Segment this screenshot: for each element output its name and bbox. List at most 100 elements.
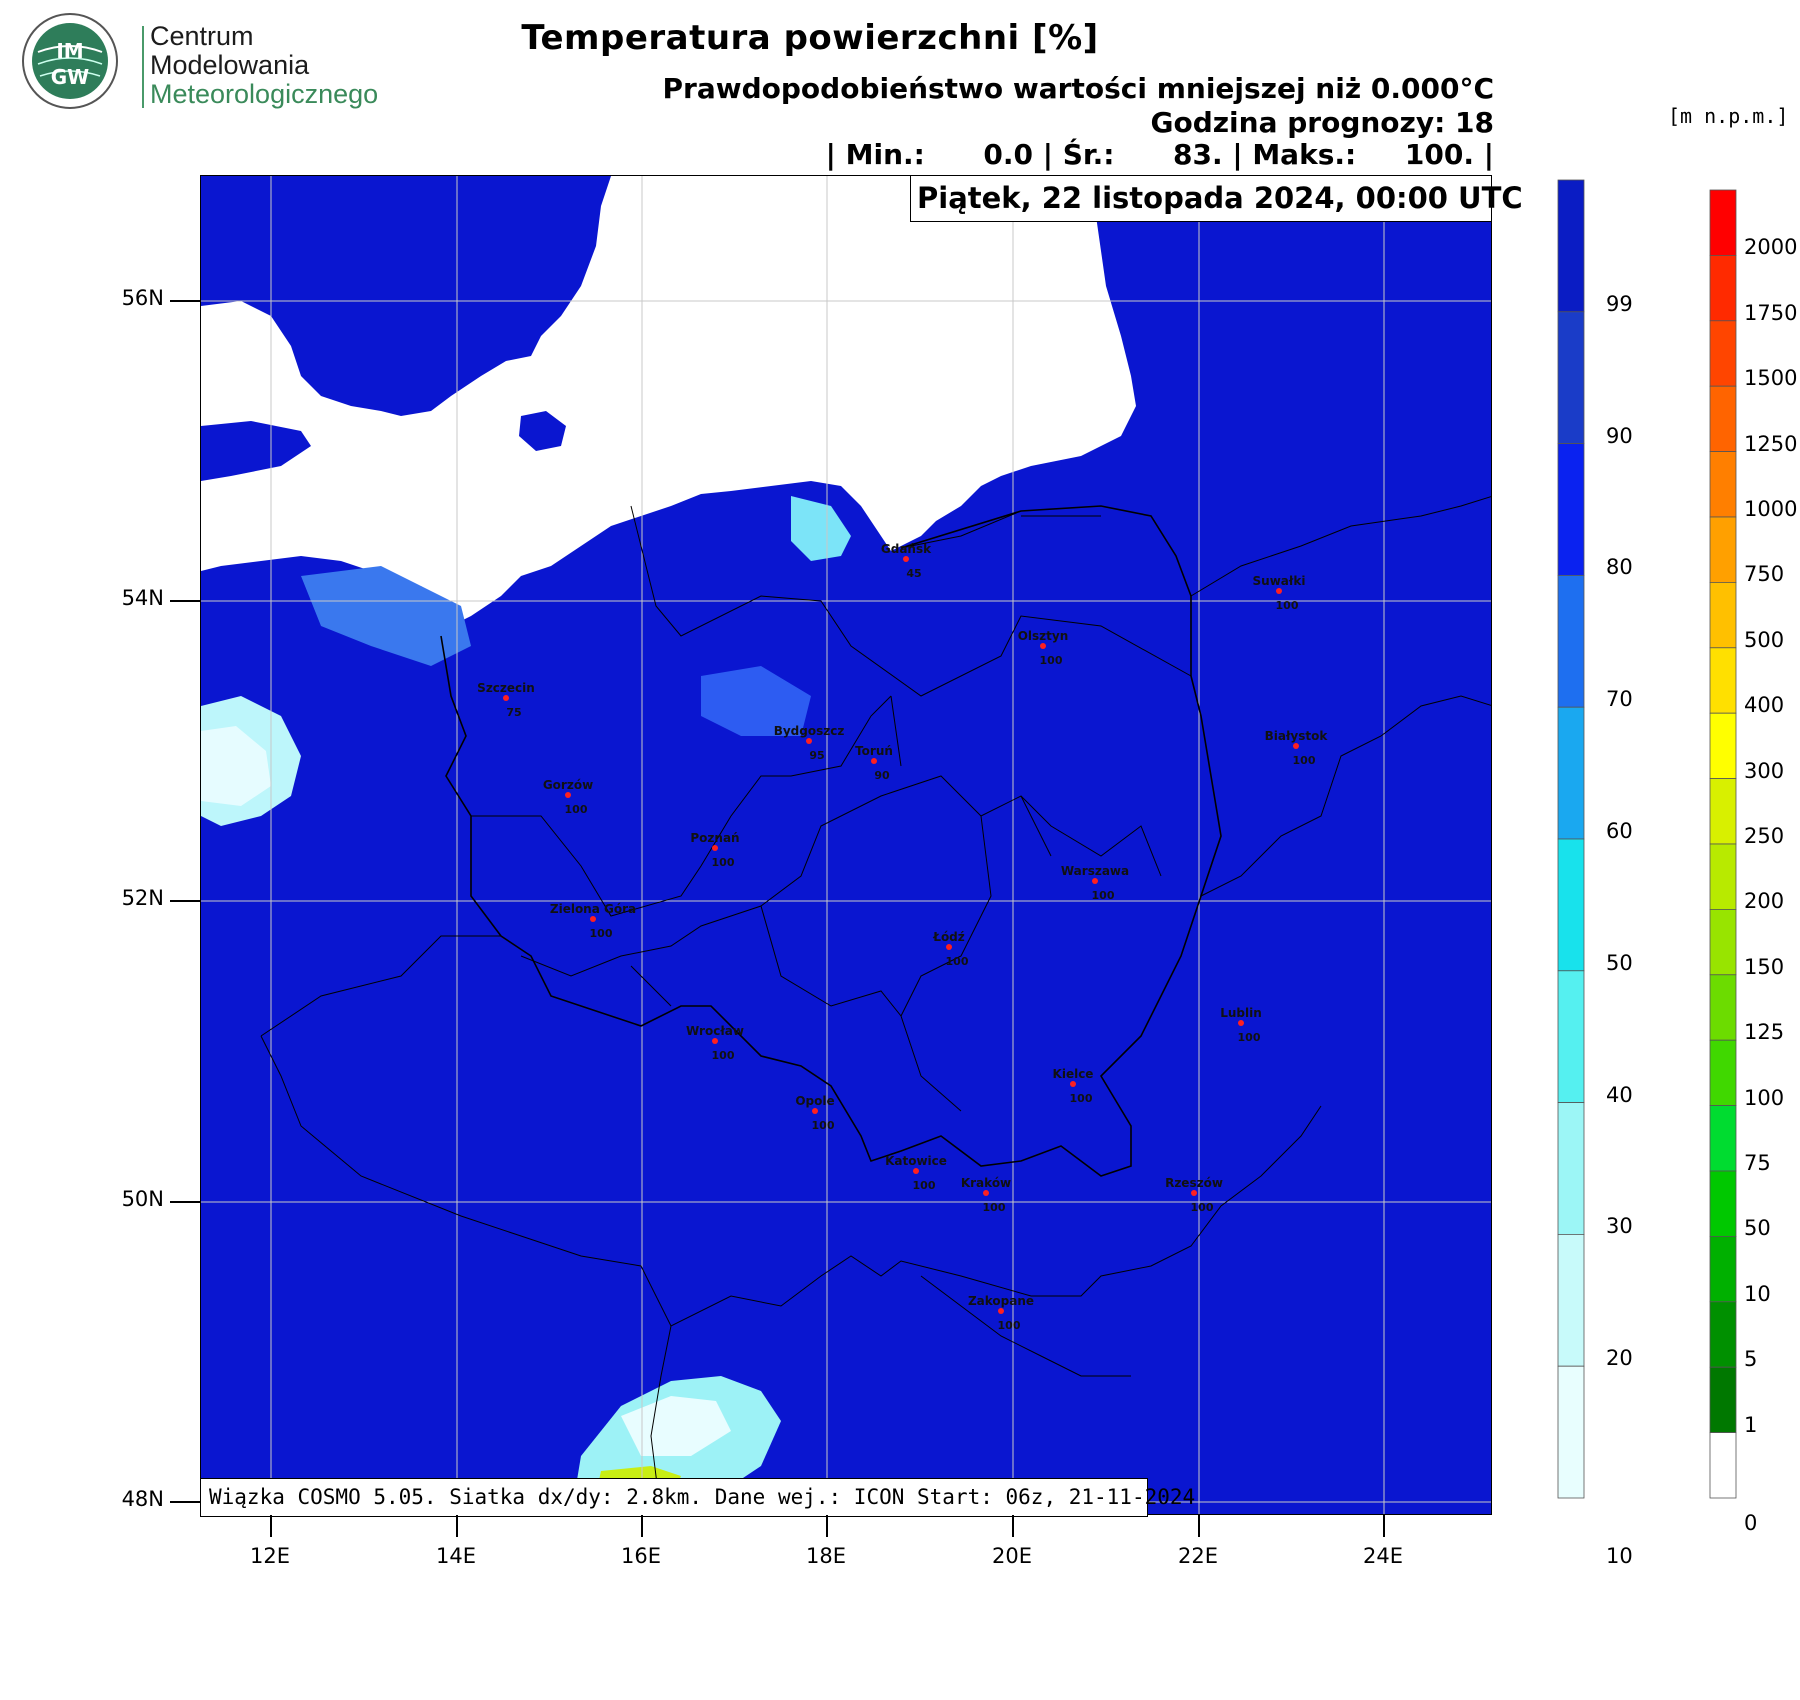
city-name: Poznań (690, 831, 739, 845)
elevation-colorbar-label: 75 (1744, 1151, 1771, 1175)
city-value: 100 (913, 1179, 936, 1192)
elevation-colorbar-label: 400 (1744, 693, 1785, 718)
city-name: Zakopane (968, 1294, 1034, 1308)
elevation-colorbar-label: 125 (1744, 1020, 1785, 1045)
latitude-label: 52N (121, 886, 164, 910)
elevation-colorbar-label: 100 (1744, 1085, 1785, 1110)
city-marker (1040, 643, 1046, 649)
city-value: 100 (1191, 1201, 1214, 1214)
city-value: 100 (812, 1119, 835, 1132)
probability-colorbar-label: 40 (1606, 1082, 1633, 1107)
city-name: Olsztyn (1018, 629, 1069, 643)
elevation-colorbar-swatch (1709, 1366, 1737, 1433)
low-prob-south-core (621, 1396, 731, 1456)
city-marker (806, 738, 812, 744)
city-name: Kraków (961, 1176, 1011, 1190)
logo-line1: Centrum (150, 21, 254, 51)
city-name: Szczecin (477, 681, 535, 695)
longitude-tick (1383, 1515, 1385, 1537)
city-marker (1293, 743, 1299, 749)
city-value: 100 (565, 803, 588, 816)
foreign-borders (260, 496, 1491, 1514)
city-name: Katowice (885, 1154, 947, 1168)
city-name: Gdańsk (881, 542, 932, 556)
city-marker (712, 1038, 718, 1044)
probability-colorbar-swatch (1557, 706, 1585, 840)
probability-colorbar-swatch (1557, 970, 1585, 1103)
longitude-tick (826, 1515, 828, 1537)
city-value: 90 (874, 769, 890, 782)
city-value: 100 (1293, 754, 1316, 767)
elevation-colorbar-swatch (1709, 1301, 1737, 1368)
low-prob-west-core (201, 726, 271, 806)
city-name: Łódź (932, 930, 965, 944)
internal-borders (471, 505, 1192, 1112)
elevation-colorbar-swatch (1709, 909, 1737, 976)
probability-colorbar-label: 20 (1606, 1346, 1633, 1371)
probability-colorbar-swatch (1557, 575, 1585, 708)
danish-island (201, 421, 311, 481)
city-marker (946, 944, 952, 950)
map-canvas: Gdańsk 45 Suwałki 100 Olsztyn 100 Szczecin 75 By… (201, 176, 1491, 1514)
city-value: 100 (1040, 654, 1063, 667)
elevation-colorbar-label: 1000 (1744, 497, 1798, 521)
probability-colorbar-swatch (1557, 1234, 1585, 1367)
elevation-colorbar-swatch (1709, 516, 1737, 583)
city-name: Białystok (1265, 729, 1329, 743)
forecast-hour: Godzina prognozy: 18 (1150, 106, 1495, 139)
longitude-label: 18E (806, 1544, 846, 1568)
elevation-colorbar-swatch (1709, 189, 1737, 256)
latitude-tick (170, 300, 200, 302)
longitude-label: 20E (992, 1544, 1032, 1568)
city-name: Warszawa (1061, 864, 1129, 878)
latitude-label: 50N (121, 1187, 164, 1211)
forecast-date: Piątek, 22 listopada 2024, 00:00 UTC (910, 175, 1523, 222)
logo-badge-line2: GW (51, 65, 89, 89)
elevation-colorbar-swatch (1709, 254, 1737, 322)
imgw-emblem-icon: IM GW (22, 13, 118, 109)
city-name: Suwałki (1253, 574, 1306, 588)
city-value: 100 (998, 1319, 1021, 1332)
longitude-label: 12E (250, 1544, 290, 1568)
latitude-tick (170, 1501, 200, 1503)
probability-colorbar-swatch (1557, 443, 1585, 576)
city-marker (712, 845, 718, 851)
logo-divider (142, 26, 144, 108)
stats-line: | Min.: 0.0 | Śr.: 83. | Maks.: 100. | (825, 138, 1494, 171)
city-value: 100 (1238, 1031, 1261, 1044)
city-marker (913, 1168, 919, 1174)
city-value: 100 (712, 856, 735, 869)
city-value: 100 (1276, 599, 1299, 612)
elevation-colorbar-label: 1 (1744, 1412, 1758, 1437)
elevation-colorbar-swatch (1709, 582, 1737, 649)
elevation-colorbar-swatch (1709, 712, 1737, 780)
probability-colorbar-label: 30 (1606, 1214, 1633, 1239)
longitude-tick (1198, 1515, 1200, 1537)
latitude-label: 54N (121, 586, 164, 610)
city-name: Zielona Góra (550, 902, 636, 916)
probability-colorbar-label: 50 (1606, 950, 1633, 975)
island-bornholm (519, 411, 566, 451)
city-value: 45 (906, 567, 921, 580)
elevation-colorbar-swatch (1709, 843, 1737, 910)
longitude-label: 24E (1363, 1544, 1403, 1568)
elevation-colorbar-label: 1750 (1744, 300, 1798, 325)
elevation-colorbar-swatch (1709, 1236, 1737, 1303)
longitude-tick (641, 1515, 643, 1537)
city-marker (503, 695, 509, 701)
low-prob-pomerania (301, 566, 471, 666)
city-value: 100 (590, 927, 613, 940)
probability-colorbar-label: 70 (1606, 687, 1633, 712)
city-marker (903, 556, 909, 562)
model-run-info: Wiązka COSMO 5.05. Siatka dx/dy: 2.8km. … (200, 1478, 1195, 1517)
city-value: 100 (1070, 1092, 1093, 1105)
city-name: Opole (795, 1094, 834, 1108)
elevation-colorbar-swatch (1709, 451, 1737, 518)
city-marker (1191, 1190, 1197, 1196)
elevation-colorbar-label: 1250 (1744, 431, 1798, 456)
map-title: Temperatura powierzchni [%] (521, 18, 1099, 58)
city-marker (1276, 588, 1282, 594)
probability-colorbar-swatch (1557, 1365, 1585, 1499)
elevation-colorbar-label: 150 (1744, 954, 1785, 979)
latitude-tick (170, 900, 200, 902)
